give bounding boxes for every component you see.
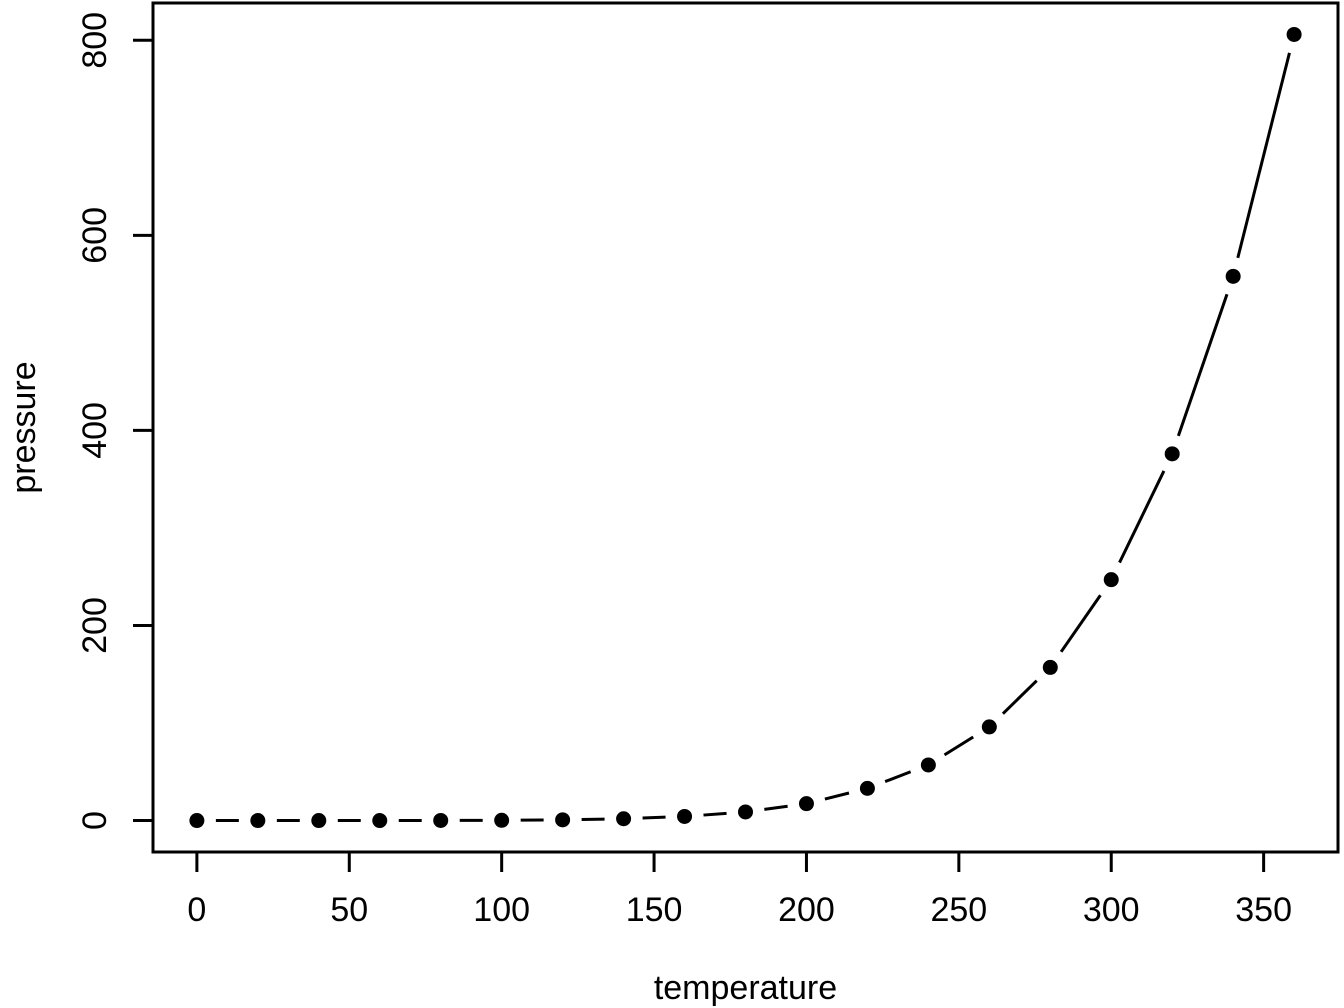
x-tick-label: 100 (473, 891, 530, 929)
data-point (981, 719, 997, 735)
series-segment (1001, 679, 1038, 715)
plot-border (151, 1, 1340, 854)
series-segment (1059, 594, 1102, 653)
series-segment (1236, 52, 1291, 259)
data-point (859, 780, 875, 796)
series-segment (703, 811, 727, 817)
data-point (1225, 268, 1241, 284)
x-tick-label: 350 (1235, 891, 1292, 929)
data-point (798, 796, 814, 812)
data-point (555, 812, 571, 828)
data-point (738, 804, 753, 820)
data-point (616, 811, 632, 827)
y-axis-title: pressure (5, 361, 43, 493)
data-point (250, 813, 266, 829)
series-segment (884, 770, 912, 783)
x-axis-title: temperature (654, 969, 837, 1007)
series-segment (642, 815, 666, 820)
data-point (494, 812, 510, 828)
data-point (1286, 26, 1302, 42)
data-point (311, 813, 327, 829)
series-segment (764, 804, 788, 811)
data-point (189, 813, 205, 829)
data-point (920, 757, 936, 773)
x-tick-label: 250 (930, 891, 987, 929)
x-tick-label: 50 (330, 891, 368, 929)
y-tick-label: 400 (76, 402, 114, 459)
data-point (1042, 659, 1058, 675)
data-series (189, 26, 1302, 829)
series-segment (824, 791, 850, 801)
y-tick-label: 800 (76, 12, 114, 69)
x-tick-label: 150 (626, 891, 683, 929)
x-tick-label: 300 (1083, 891, 1140, 929)
axis-ticks: 0 50 100 150 200 250 300 350 0 200 400 600 800 (76, 12, 1292, 929)
y-tick-label: 0 (76, 811, 114, 830)
series-segment (943, 735, 975, 757)
data-point (677, 808, 693, 824)
data-point (433, 812, 449, 828)
series-segment (1118, 470, 1166, 564)
x-tick-label: 0 (187, 891, 206, 929)
data-point (1164, 446, 1180, 462)
data-point (372, 813, 388, 829)
y-tick-label: 200 (76, 597, 114, 654)
x-tick-label: 200 (778, 891, 835, 929)
y-tick-label: 600 (76, 207, 114, 264)
data-point (1103, 572, 1119, 588)
series-segment (1176, 293, 1229, 437)
